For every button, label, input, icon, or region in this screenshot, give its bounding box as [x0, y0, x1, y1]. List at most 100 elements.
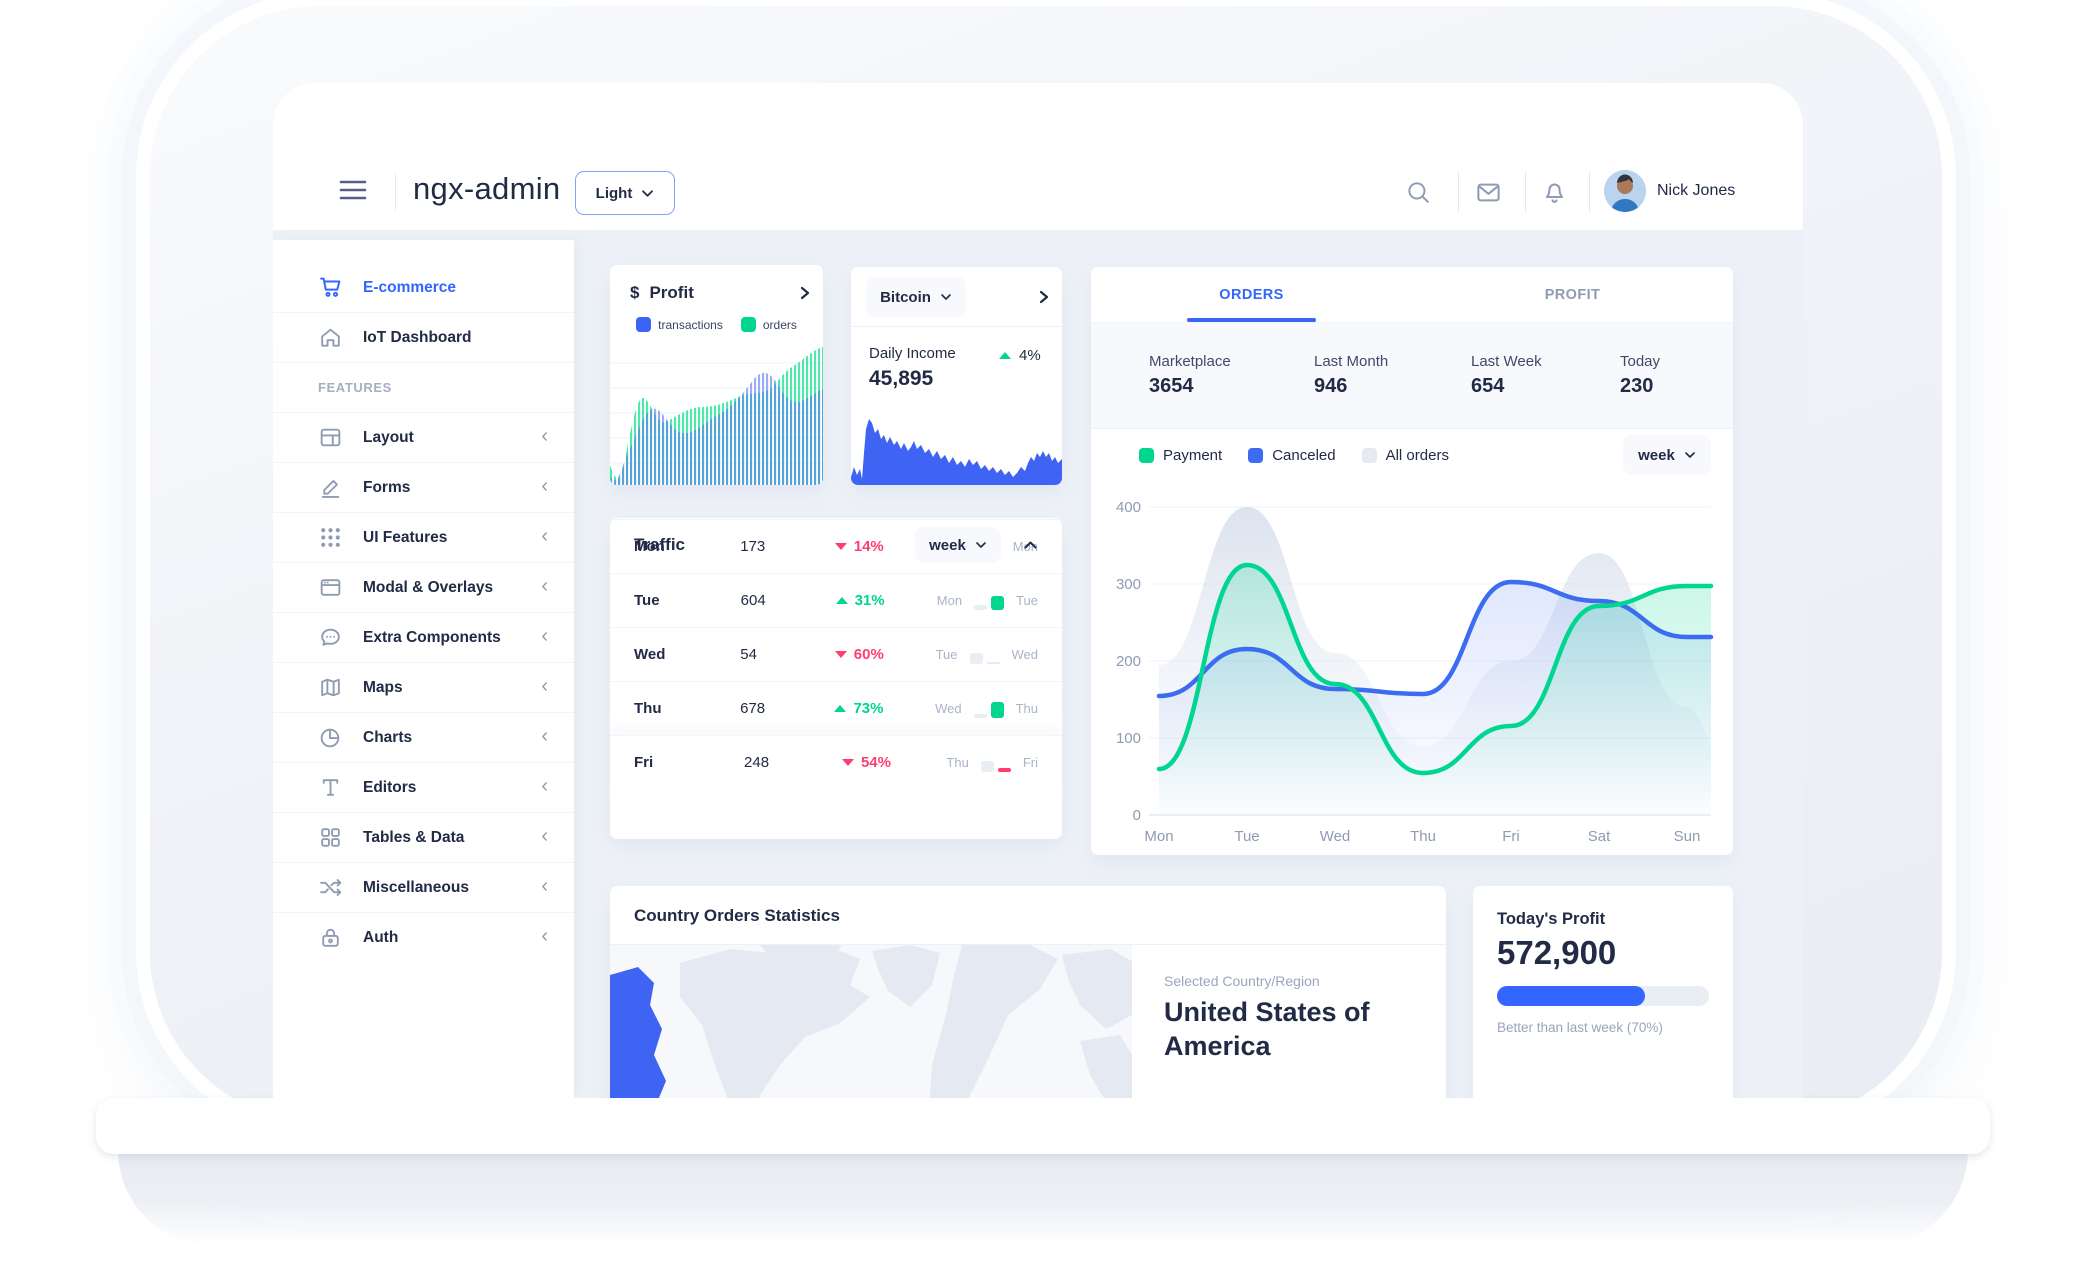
country-card-title: Country Orders Statistics	[634, 906, 840, 925]
traffic-period-select[interactable]: week	[915, 527, 1001, 563]
profit-card-title: Profit	[649, 283, 694, 302]
bell-icon	[1541, 179, 1568, 206]
daily-income-value: 45,895	[869, 367, 934, 390]
sidebar-item-charts[interactable]: Charts ‹	[273, 712, 574, 762]
header-divider	[1458, 171, 1459, 213]
sidebar-item-label: Tables & Data	[363, 828, 465, 846]
chevron-left-icon: ‹	[541, 875, 548, 897]
sidebar-item-ecommerce[interactable]: E-commerce	[273, 263, 574, 312]
sidebar-item-label: Forms	[363, 478, 411, 496]
delta-badge: 4%	[999, 347, 1041, 364]
chevron-left-icon: ‹	[541, 625, 548, 647]
x-tick: Fri	[1502, 828, 1520, 845]
country-orders-card: Country Orders Statistics Selected Count	[610, 886, 1446, 1098]
collapse-chevron-icon[interactable]	[1023, 540, 1038, 550]
sidebar-item-iot-dashboard[interactable]: IoT Dashboard	[273, 312, 574, 362]
layout-icon	[318, 425, 344, 451]
today-profit-value: 572,900	[1497, 934, 1617, 971]
profit-sparkline-chart	[610, 347, 823, 485]
y-tick: 400	[1116, 499, 1141, 516]
y-tick: 0	[1133, 807, 1141, 824]
app-window: ngx-admin Light	[273, 83, 1803, 1098]
pie-chart-icon	[318, 725, 344, 751]
orders-line-chart: 400 300 200 100 0 Mon Tue Wed Thu Fri Sa…	[1116, 499, 1714, 845]
header-divider	[395, 173, 396, 211]
text-icon	[318, 775, 344, 801]
delta-value: 4%	[1019, 347, 1041, 364]
stat-last-week: Last Week 654	[1471, 353, 1542, 397]
orders-stats-band: Marketplace 3654 Last Month 946 Last Wee…	[1091, 323, 1733, 429]
lock-icon	[318, 925, 344, 951]
sidebar-item-extra-components[interactable]: Extra Components ‹	[273, 612, 574, 662]
app-brand: ngx-admin	[413, 171, 561, 206]
currency-select[interactable]: Bitcoin	[866, 277, 966, 317]
tab-orders[interactable]: ORDERS	[1219, 286, 1284, 303]
stat-today: Today 230	[1620, 353, 1661, 397]
user-name[interactable]: Nick Jones	[1657, 182, 1736, 199]
trend-up-icon	[999, 352, 1011, 359]
cart-icon	[318, 275, 344, 301]
chevron-left-icon: ‹	[541, 525, 548, 547]
sidebar-item-label: Modal & Overlays	[363, 578, 494, 596]
trend-down-icon	[841, 759, 854, 766]
sidebar-item-label: Auth	[363, 928, 399, 946]
chevron-right-icon[interactable]	[1037, 289, 1051, 305]
orders-period-select[interactable]: week	[1623, 435, 1711, 475]
currency-select-value: Bitcoin	[880, 288, 931, 306]
sidebar-item-miscellaneous[interactable]: Miscellaneous ‹	[273, 862, 574, 912]
x-tick: Sat	[1588, 828, 1611, 845]
today-profit-note: Better than last week (70%)	[1497, 1020, 1663, 1035]
selected-country-value: United States of America	[1164, 997, 1370, 1061]
messages-button[interactable]	[1465, 169, 1511, 215]
sidebar-item-layout[interactable]: Layout ‹	[273, 412, 574, 462]
sidebar-item-ui-features[interactable]: UI Features ‹	[273, 512, 574, 562]
chevron-down-icon	[1684, 451, 1696, 459]
traffic-period-value: week	[929, 536, 966, 554]
notifications-button[interactable]	[1531, 169, 1577, 215]
sidebar-item-editors[interactable]: Editors ‹	[273, 762, 574, 812]
traffic-row-fri: Fri 248 54% Thu Fri	[610, 735, 1062, 789]
trend-down-icon	[834, 543, 847, 550]
orders-period-value: week	[1638, 446, 1675, 464]
chevron-left-icon: ‹	[541, 425, 548, 447]
chevron-left-icon: ‹	[541, 475, 548, 497]
x-tick: Mon	[1144, 828, 1173, 845]
search-button[interactable]	[1395, 169, 1441, 215]
laptop-base	[118, 1150, 1968, 1246]
y-tick: 100	[1116, 730, 1141, 747]
world-map[interactable]	[610, 945, 1132, 1098]
active-tab-underline	[1187, 318, 1316, 322]
hamburger-icon	[337, 177, 373, 203]
sidebar-item-label: UI Features	[363, 528, 448, 546]
legend-all-orders: All orders	[1361, 447, 1449, 464]
profit-progress-fill	[1497, 986, 1646, 1006]
compare-bars	[980, 754, 1011, 772]
chevron-right-icon[interactable]	[798, 285, 812, 301]
card-divider	[851, 326, 1062, 327]
sidebar-item-modal-overlays[interactable]: Modal & Overlays ‹	[273, 562, 574, 612]
header-divider	[1525, 171, 1526, 213]
theme-select[interactable]: Light	[575, 171, 675, 215]
x-tick: Tue	[1234, 828, 1259, 845]
tab-profit[interactable]: PROFIT	[1544, 286, 1601, 303]
edit-icon	[318, 475, 344, 501]
legend-payment: Payment	[1139, 447, 1222, 464]
sidebar-item-tables-data[interactable]: Tables & Data ‹	[273, 812, 574, 862]
header-divider	[1589, 171, 1590, 213]
compare-bars	[973, 700, 1004, 718]
sidebar: E-commerce IoT Dashboard FEATURES Layout	[273, 240, 574, 1098]
sidebar-item-auth[interactable]: Auth ‹	[273, 912, 574, 962]
chevron-left-icon: ‹	[541, 675, 548, 697]
sidebar-item-forms[interactable]: Forms ‹	[273, 462, 574, 512]
keypad-icon	[318, 525, 344, 551]
chevron-left-icon: ‹	[541, 575, 548, 597]
legend-canceled: Canceled	[1248, 447, 1336, 464]
menu-toggle-button[interactable]	[337, 177, 373, 207]
avatar[interactable]	[1604, 170, 1646, 212]
chevron-left-icon: ‹	[541, 825, 548, 847]
sidebar-item-label: Editors	[363, 778, 417, 796]
country-panel: Selected Country/Region United States of…	[1132, 945, 1446, 1098]
shuffle-icon	[318, 875, 344, 901]
sidebar-item-maps[interactable]: Maps ‹	[273, 662, 574, 712]
